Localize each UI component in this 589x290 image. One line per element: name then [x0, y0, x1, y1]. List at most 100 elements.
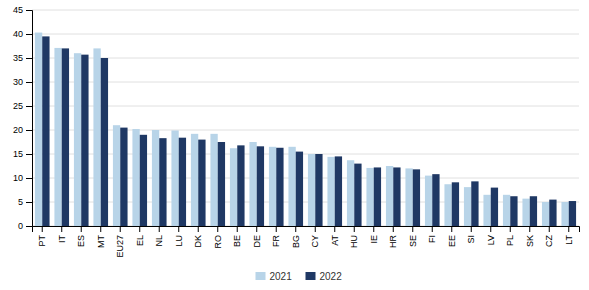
bar — [120, 128, 127, 226]
x-tick-mark — [256, 226, 257, 232]
bar — [171, 130, 178, 226]
x-tick: NL — [154, 226, 164, 247]
x-tick-mark — [451, 226, 452, 232]
y-tick-label: 0 — [18, 221, 23, 231]
y-tick: 20 — [13, 125, 32, 135]
x-tick-mark — [568, 226, 569, 232]
x-axis: PTITESMTEU27ELNLLUDKROBEDEFRBGCYATHUIEHR… — [33, 226, 580, 258]
bar — [374, 167, 381, 226]
x-tick: ES — [76, 226, 86, 247]
x-tick: RO — [213, 226, 223, 249]
x-tick-mark — [237, 226, 238, 232]
bar — [491, 188, 498, 226]
x-tick-label: NL — [154, 235, 164, 247]
bar — [74, 53, 81, 226]
x-tick: PT — [37, 226, 47, 247]
x-tick-label: CZ — [544, 235, 554, 247]
bar — [62, 48, 69, 226]
y-tick-label: 20 — [13, 125, 23, 135]
x-tick-mark — [334, 226, 335, 232]
x-tick-mark — [295, 226, 296, 232]
x-tick-mark — [61, 226, 62, 232]
x-tick: AT — [330, 226, 340, 246]
legend-label: 2022 — [320, 271, 343, 282]
x-tick-mark — [42, 226, 43, 232]
bar — [210, 134, 217, 226]
bar — [464, 187, 471, 226]
bar-series — [35, 33, 569, 226]
x-tick: SI — [466, 226, 476, 244]
y-tick: 10 — [13, 173, 32, 183]
bar — [561, 202, 568, 226]
x-tick-mark — [393, 226, 394, 232]
y-tick: 15 — [13, 149, 32, 159]
x-tick: LU — [174, 226, 184, 247]
bar — [288, 147, 295, 226]
bar — [386, 166, 393, 226]
bar — [296, 152, 303, 226]
x-tick: SE — [408, 226, 418, 247]
legend-item: 2022 — [306, 271, 343, 282]
bar — [405, 168, 412, 226]
bar — [483, 195, 490, 226]
y-tick-mark — [26, 154, 32, 155]
x-tick: EU27 — [115, 226, 125, 258]
x-tick: DE — [252, 226, 262, 248]
bar — [549, 200, 556, 226]
x-tick-mark — [178, 226, 179, 232]
x-tick: IT — [57, 226, 67, 243]
y-tick-mark — [26, 202, 32, 203]
x-tick-mark — [471, 226, 472, 232]
legend-swatch — [256, 272, 266, 280]
x-tick-mark — [549, 226, 550, 232]
x-tick-label: RO — [213, 235, 223, 249]
bar — [503, 195, 510, 226]
x-tick-label: EE — [447, 235, 457, 247]
x-tick: MT — [96, 226, 106, 248]
y-tick-label: 25 — [13, 101, 23, 111]
x-tick-label: EU27 — [115, 235, 125, 258]
x-tick: EE — [447, 226, 457, 247]
x-tick-label: BG — [291, 235, 301, 248]
x-tick-mark — [100, 226, 101, 232]
bar — [471, 181, 478, 226]
x-tick-label: LV — [486, 235, 496, 245]
bar — [327, 157, 334, 226]
bar — [354, 164, 361, 226]
bar — [249, 142, 256, 226]
x-tick: DK — [193, 226, 203, 248]
x-tick-label: IT — [57, 234, 67, 243]
x-tick-label: SI — [466, 235, 476, 244]
legend: 20212022 — [256, 271, 343, 282]
x-tick-label: CY — [310, 235, 320, 248]
bar — [191, 134, 198, 226]
y-tick-mark — [26, 34, 32, 35]
x-tick: LT — [564, 226, 574, 245]
y-tick-mark — [26, 130, 32, 131]
x-tick-mark — [276, 226, 277, 232]
x-tick-label: SK — [525, 235, 535, 247]
y-tick: 0 — [18, 221, 32, 231]
y-axis: 051015202530354045 — [13, 5, 33, 231]
x-tick: CZ — [544, 226, 554, 247]
x-tick: FR — [271, 226, 281, 247]
bar — [393, 167, 400, 226]
x-axis-line — [33, 227, 580, 233]
y-tick: 40 — [13, 29, 32, 39]
x-tick: SK — [525, 226, 535, 247]
y-tick-mark — [26, 10, 32, 11]
x-tick-mark — [373, 226, 374, 232]
y-tick-label: 35 — [13, 53, 23, 63]
x-tick-mark — [412, 226, 413, 232]
y-tick-mark — [26, 178, 32, 179]
bar — [113, 125, 120, 226]
bar — [81, 55, 88, 226]
y-tick-label: 40 — [13, 29, 23, 39]
x-tick-label: LU — [174, 235, 184, 247]
y-tick: 25 — [13, 101, 32, 111]
bar — [132, 129, 139, 226]
bar — [152, 130, 159, 226]
x-tick-label: PT — [37, 235, 47, 247]
y-tick-label: 30 — [13, 77, 23, 87]
y-tick-label: 15 — [13, 149, 23, 159]
